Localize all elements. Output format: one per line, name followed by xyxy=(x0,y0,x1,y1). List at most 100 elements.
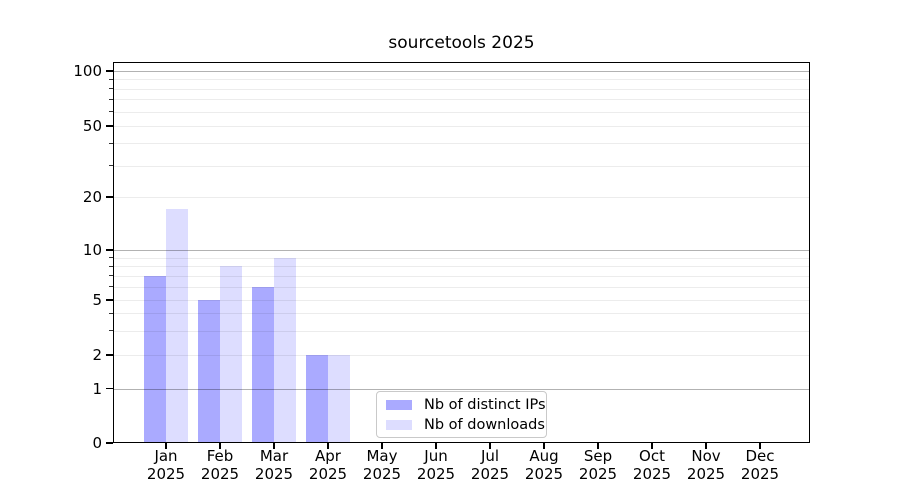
y-tick-mark xyxy=(106,442,113,444)
legend-swatch xyxy=(386,399,412,410)
y-minor-tick-mark xyxy=(109,275,113,277)
x-tick-mark xyxy=(327,443,329,449)
x-tick-label-line: 2025 xyxy=(362,464,402,483)
y-tick-label: 0 xyxy=(92,434,102,452)
legend-item: Nb of distinct IPs xyxy=(386,396,546,413)
minor-gridline xyxy=(114,330,809,332)
x-tick-label-line: 2025 xyxy=(416,464,456,483)
y-minor-tick-mark xyxy=(109,111,113,113)
bar-downloads xyxy=(328,355,350,442)
y-tick-label: 2 xyxy=(92,346,102,364)
major-gridline xyxy=(114,388,809,390)
x-tick-label-line: 2025 xyxy=(686,464,726,483)
y-tick-mark xyxy=(106,196,113,198)
legend-item-label: Nb of distinct IPs xyxy=(424,396,546,413)
x-tick-label-line: Jun xyxy=(424,447,448,465)
chart-title: sourcetools 2025 xyxy=(388,33,535,53)
x-tick-label: Aug 2025 xyxy=(512,447,576,483)
x-tick-mark xyxy=(165,443,167,449)
y-tick-label: 50 xyxy=(82,117,102,135)
minor-gridline xyxy=(114,126,809,127)
x-tick-label: Jul 2025 xyxy=(458,447,522,483)
bar-downloads xyxy=(166,209,188,442)
minor-gridline xyxy=(114,266,809,268)
x-tick-label-line: Feb xyxy=(206,447,234,465)
minor-gridline xyxy=(114,257,809,259)
x-tick-label-line: 2025 xyxy=(254,464,294,483)
y-tick-label: 1 xyxy=(92,379,102,398)
minor-gridline xyxy=(114,143,809,145)
y-minor-tick-mark xyxy=(109,257,113,259)
y-tick-mark xyxy=(106,387,113,390)
y-tick-mark xyxy=(106,354,113,356)
x-tick-label-line: 2025 xyxy=(740,464,780,483)
minor-gridline xyxy=(114,197,809,198)
x-tick-label-line: Aug xyxy=(529,447,559,465)
y-minor-tick-mark xyxy=(109,330,113,332)
x-tick-label-line: Jan xyxy=(154,447,178,465)
x-tick-label-line: 2025 xyxy=(200,464,240,483)
x-tick-label: Dec 2025 xyxy=(728,447,792,483)
minor-gridline xyxy=(114,355,809,356)
y-minor-tick-mark xyxy=(109,98,113,100)
x-tick-mark xyxy=(489,443,491,449)
legend-item: Nb of downloads xyxy=(386,416,545,433)
y-minor-tick-mark xyxy=(109,142,113,144)
x-tick-label-line: Nov xyxy=(691,447,721,465)
y-tick-label: 20 xyxy=(82,188,102,206)
x-tick-mark xyxy=(435,443,437,449)
x-tick-label-line: Oct xyxy=(639,447,665,465)
y-minor-tick-mark xyxy=(109,286,113,288)
x-tick-label-line: Jul xyxy=(480,447,500,465)
bar-distinct-ips xyxy=(306,355,328,442)
x-tick-label: Nov 2025 xyxy=(674,447,738,483)
bar-distinct-ips xyxy=(252,286,274,442)
x-tick-label: Jan 2025 xyxy=(134,447,198,483)
bar-distinct-ips xyxy=(144,275,166,442)
minor-gridline xyxy=(114,313,809,315)
x-tick-label: Mar 2025 xyxy=(242,447,306,483)
minor-gridline xyxy=(114,88,809,90)
major-gridline xyxy=(114,250,809,251)
x-tick-label-line: 2025 xyxy=(632,464,672,483)
minor-gridline xyxy=(114,99,809,101)
bar-distinct-ips xyxy=(198,300,220,442)
minor-gridline xyxy=(114,79,809,81)
y-tick-mark xyxy=(106,299,113,301)
x-tick-label: May 2025 xyxy=(350,447,414,483)
x-tick-label: Jun 2025 xyxy=(404,447,468,483)
y-minor-tick-mark xyxy=(109,165,113,167)
x-tick-label: Oct 2025 xyxy=(620,447,684,483)
x-tick-label-line: 2025 xyxy=(524,464,564,483)
legend-swatch xyxy=(386,419,412,430)
minor-gridline xyxy=(114,300,809,301)
x-tick-label: Feb 2025 xyxy=(188,447,252,483)
major-gridline xyxy=(114,71,809,72)
x-tick-label-line: 2025 xyxy=(578,464,618,483)
y-tick-label: 5 xyxy=(92,291,102,309)
x-tick-label: Sep 2025 xyxy=(566,447,630,483)
bar-downloads xyxy=(220,266,242,442)
x-tick-label-line: Dec xyxy=(745,447,775,465)
legend: Nb of distinct IPs Nb of downloads xyxy=(376,391,547,438)
legend-item-label: Nb of downloads xyxy=(424,416,545,433)
minor-gridline xyxy=(114,275,809,277)
x-tick-label-line: Apr xyxy=(315,447,341,465)
y-minor-tick-mark xyxy=(109,88,113,90)
y-tick-label: 10 xyxy=(82,241,102,259)
minor-gridline xyxy=(114,286,809,288)
x-tick-label-line: 2025 xyxy=(146,464,186,483)
x-tick-label: Apr 2025 xyxy=(296,447,360,483)
x-tick-label-line: Mar xyxy=(259,447,289,465)
y-tick-mark xyxy=(106,125,113,127)
x-tick-mark xyxy=(759,443,761,449)
x-tick-mark xyxy=(219,443,221,449)
y-minor-tick-mark xyxy=(109,265,113,267)
y-tick-mark xyxy=(106,249,113,251)
y-minor-tick-mark xyxy=(109,312,113,314)
y-tick-label: 100 xyxy=(73,62,102,80)
bar-downloads xyxy=(274,257,296,442)
x-tick-label-line: 2025 xyxy=(308,464,348,483)
x-tick-label-line: 2025 xyxy=(470,464,510,483)
